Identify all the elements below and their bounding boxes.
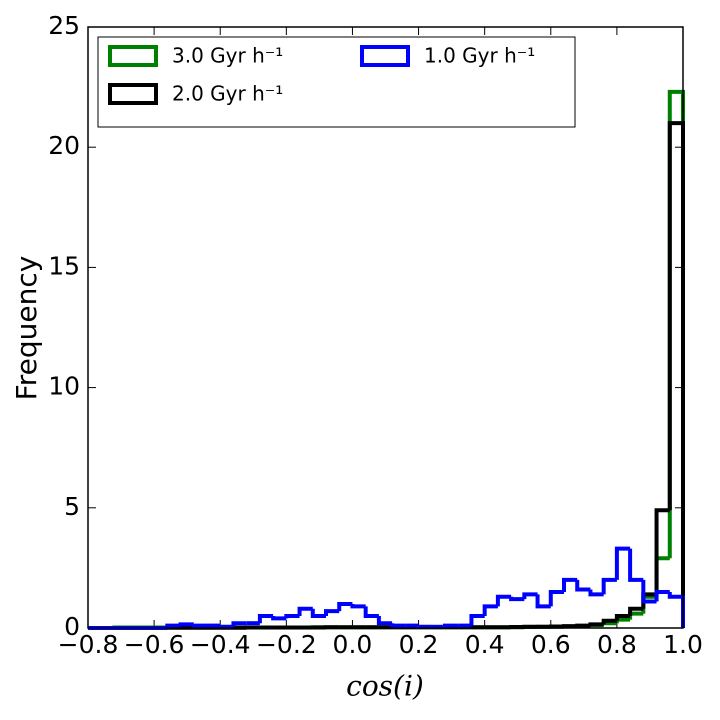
y-tick-label: 15 <box>48 251 80 280</box>
x-tick-label: −0.4 <box>190 630 251 659</box>
x-tick-label: −0.8 <box>58 630 119 659</box>
legend-swatch <box>360 45 410 67</box>
histogram-step <box>218 624 234 629</box>
legend-swatch <box>108 45 158 67</box>
histogram-step <box>350 603 366 609</box>
histogram-step <box>628 548 644 582</box>
histogram-step <box>641 579 657 604</box>
histogram-step <box>324 609 340 616</box>
axes-frame <box>87 26 684 629</box>
histogram-step <box>390 623 406 628</box>
histogram-step <box>628 606 644 616</box>
x-tick-label: 1.0 <box>663 630 703 659</box>
histogram-step <box>191 623 207 628</box>
histogram-step <box>654 508 670 595</box>
y-tick-label: 10 <box>48 372 80 401</box>
histogram-step <box>588 622 604 627</box>
histogram-step <box>548 589 564 607</box>
histogram-step <box>443 623 459 628</box>
legend-label: 1.0 Gyr h⁻¹ <box>424 44 535 68</box>
y-tick-label: 20 <box>48 131 80 160</box>
histogram-step <box>284 613 300 619</box>
histogram-step <box>509 596 525 602</box>
histogram-step <box>535 594 551 609</box>
x-tick-label: 0.6 <box>531 630 571 659</box>
x-tick-label: 0.8 <box>597 630 637 659</box>
histogram-step <box>614 613 631 621</box>
y-tick-label: 25 <box>48 11 80 40</box>
histogram-step <box>416 624 432 629</box>
histogram-step <box>337 601 353 612</box>
legend-swatch <box>108 83 158 105</box>
histogram-step <box>575 579 591 592</box>
histogram-step <box>376 615 393 626</box>
histogram-step <box>588 589 604 597</box>
histogram-step <box>469 613 485 626</box>
histogram-step <box>482 604 498 616</box>
x-tick-label: 0.0 <box>333 630 373 659</box>
x-tick-label: −0.2 <box>256 630 317 659</box>
histogram-step <box>495 594 512 607</box>
histogram-step <box>667 591 685 628</box>
histogram-step <box>310 608 326 618</box>
y-tick-label: 0 <box>64 612 80 641</box>
legend-box <box>97 36 576 128</box>
histogram-step <box>165 623 181 628</box>
legend-label: 2.0 Gyr h⁻¹ <box>172 82 283 106</box>
histogram-step <box>271 615 287 621</box>
x-tick-label: −0.6 <box>124 630 185 659</box>
histogram-step <box>601 577 617 595</box>
histogram-step <box>231 621 247 627</box>
histogram-step <box>363 606 379 618</box>
x-tick-label: 0.4 <box>465 630 505 659</box>
histogram-step <box>562 577 578 592</box>
x-axis-label: cos(i) <box>346 670 424 703</box>
legend-label: 3.0 Gyr h⁻¹ <box>172 44 283 68</box>
x-tick-label: 0.2 <box>399 630 439 659</box>
histogram-step <box>297 606 313 616</box>
histogram-step <box>601 618 617 625</box>
histogram-step <box>522 592 538 600</box>
histogram-step <box>654 589 670 602</box>
histogram-step <box>614 546 631 580</box>
histogram-step <box>178 622 194 627</box>
y-tick-label: 5 <box>64 492 80 521</box>
histogram-step <box>257 613 274 624</box>
y-axis-label: Frequency <box>10 256 43 401</box>
